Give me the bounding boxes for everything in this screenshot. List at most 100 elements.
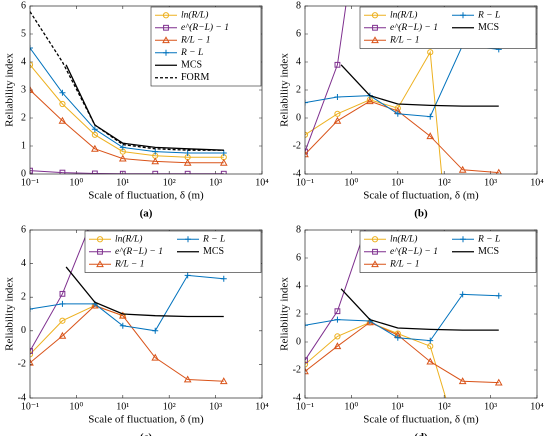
legend-marker bbox=[371, 12, 379, 19]
legend-marker bbox=[371, 260, 379, 268]
y-tick-label: 4 bbox=[21, 258, 26, 269]
x-tick-label: 10⁴ bbox=[530, 177, 544, 188]
x-tick-label: 10² bbox=[438, 401, 451, 412]
y-tick-label: 4 bbox=[21, 56, 26, 67]
legend-label: R − L bbox=[180, 48, 203, 58]
y-tick-label: 0 bbox=[296, 112, 301, 123]
x-tick-label: 10² bbox=[163, 401, 176, 412]
marker bbox=[394, 334, 401, 341]
x-axis-label: Scale of fluctuation, δ (m) bbox=[363, 190, 479, 202]
legend-label: MCS bbox=[203, 246, 224, 257]
panel: 0 1 2 3 4 5 6 10⁻¹ 10⁰ 10¹ 10² 10³ 10⁴ Scale of fluct… bbox=[4, 0, 270, 219]
y-tick-label: 4 bbox=[296, 280, 301, 291]
x-tick-label: 10⁻¹ bbox=[21, 401, 39, 412]
marker bbox=[91, 126, 98, 133]
marker bbox=[152, 327, 159, 334]
panel-label: (b) bbox=[414, 208, 428, 220]
legend-marker bbox=[371, 36, 379, 44]
series-line bbox=[65, 64, 224, 151]
marker bbox=[427, 337, 434, 344]
series-line bbox=[30, 64, 224, 158]
legend-marker bbox=[97, 248, 103, 255]
y-tick-label: 8 bbox=[296, 0, 301, 11]
marker bbox=[30, 351, 34, 358]
panel: -4 -2 0 2 4 6 10⁻¹ 10⁰ 10¹ 10² 10³ 10⁴ Scale of fluc… bbox=[4, 211, 270, 436]
legend-label: MCS bbox=[478, 246, 499, 257]
plot-lines bbox=[30, 211, 228, 385]
legend-label: R/L − 1 bbox=[180, 35, 210, 45]
x-tick-label: 10⁻¹ bbox=[21, 177, 39, 188]
marker bbox=[30, 45, 33, 51]
y-axis-label: Reliability index bbox=[4, 277, 16, 351]
legend: ln(R/L) e^(R−L) − 1 R/L − 1 R − L MCS bbox=[359, 6, 537, 49]
y-tick-label: -2 bbox=[293, 364, 301, 375]
series-line bbox=[340, 64, 499, 107]
legend-marker bbox=[162, 36, 170, 44]
x-tick-label: 10⁰ bbox=[69, 401, 83, 412]
y-tick-label: 2 bbox=[296, 84, 301, 95]
legend-label: R − L bbox=[477, 10, 500, 20]
x-tick-label: 10⁻¹ bbox=[296, 177, 314, 188]
marker bbox=[427, 113, 434, 120]
panel-label: (d) bbox=[414, 432, 428, 436]
x-axis-label: Scale of fluctuation, δ (m) bbox=[363, 414, 479, 426]
x-axis-label: Scale of fluctuation, δ (m) bbox=[88, 414, 204, 426]
legend-label: FORM bbox=[181, 72, 209, 83]
y-tick-label: 0 bbox=[21, 168, 26, 179]
legend-marker bbox=[460, 12, 466, 19]
marker bbox=[427, 49, 434, 56]
marker bbox=[59, 89, 66, 96]
y-tick-label: -4 bbox=[293, 168, 301, 179]
y-tick-label: 4 bbox=[296, 56, 301, 67]
series-line bbox=[30, 11, 224, 151]
legend: ln(R/L) e^(R−L) − 1 R/L − 1 R − L MCS bbox=[359, 230, 537, 273]
legend-marker bbox=[96, 236, 104, 243]
legend-marker bbox=[163, 49, 169, 56]
marker bbox=[495, 292, 502, 299]
marker bbox=[184, 150, 191, 156]
y-tick-label: 6 bbox=[21, 224, 26, 235]
y-tick-label: 6 bbox=[21, 0, 26, 11]
marker bbox=[30, 85, 34, 93]
marker bbox=[334, 94, 341, 100]
marker bbox=[91, 170, 98, 174]
y-tick-label: 2 bbox=[296, 308, 301, 319]
legend-label: MCS bbox=[478, 22, 499, 33]
legend-label: R − L bbox=[477, 234, 500, 244]
marker bbox=[458, 165, 467, 173]
legend-label: R/L − 1 bbox=[389, 259, 419, 269]
marker bbox=[305, 99, 308, 106]
legend-label: ln(R/L) bbox=[115, 233, 142, 244]
legend-label: e^(R−L) − 1 bbox=[390, 22, 438, 33]
marker bbox=[494, 378, 503, 386]
y-tick-label: -4 bbox=[18, 392, 26, 403]
legend-label: e^(R−L) − 1 bbox=[115, 246, 163, 257]
marker bbox=[30, 358, 34, 366]
marker bbox=[92, 211, 97, 216]
marker bbox=[30, 305, 33, 312]
y-tick-label: 0 bbox=[21, 325, 26, 336]
legend-marker bbox=[96, 260, 104, 268]
y-tick-label: 0 bbox=[296, 336, 301, 347]
legend-label: MCS bbox=[181, 60, 202, 71]
marker bbox=[334, 308, 341, 315]
x-tick-label: 10⁴ bbox=[530, 401, 544, 412]
legend-label: ln(R/L) bbox=[390, 233, 417, 244]
x-tick-label: 10⁴ bbox=[255, 177, 269, 188]
x-tick-label: 10⁰ bbox=[344, 401, 358, 412]
series-line bbox=[30, 89, 224, 164]
y-tick-label: -2 bbox=[293, 140, 301, 151]
legend-marker bbox=[460, 236, 466, 243]
marker bbox=[119, 322, 126, 329]
marker bbox=[183, 375, 192, 383]
marker bbox=[220, 275, 227, 282]
marker bbox=[305, 367, 309, 375]
marker bbox=[367, 214, 372, 219]
y-axis-label: Reliability index bbox=[4, 53, 16, 127]
legend-box bbox=[359, 230, 537, 273]
marker bbox=[334, 61, 341, 68]
marker bbox=[334, 333, 341, 340]
marker bbox=[151, 353, 160, 361]
